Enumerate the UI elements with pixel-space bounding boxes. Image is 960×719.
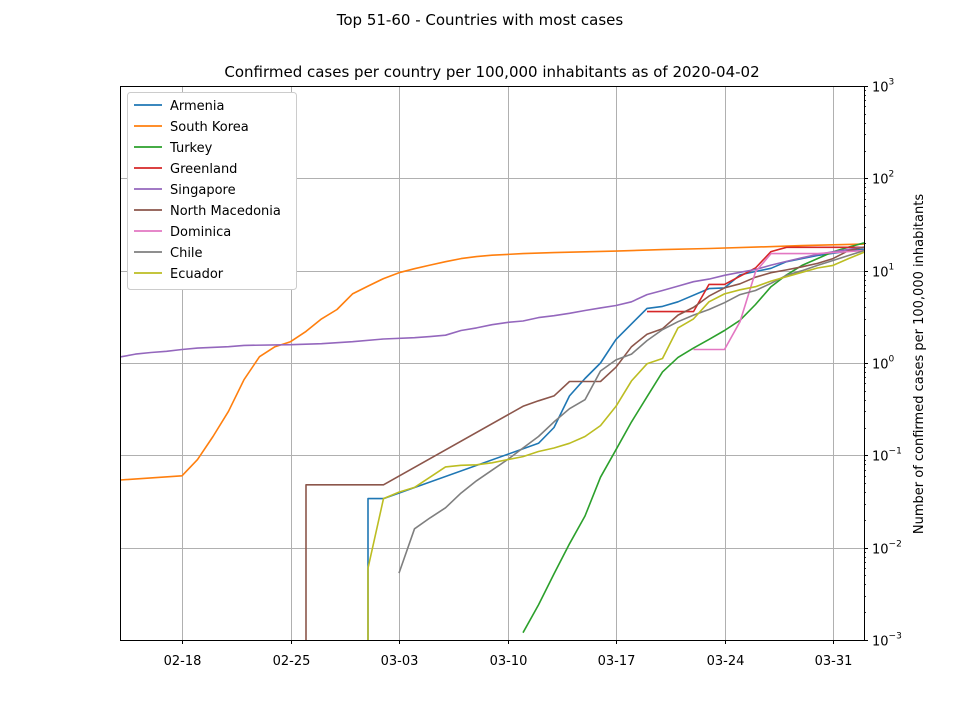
y-tick-label: 10−3 <box>872 632 902 650</box>
x-tick-label: 02-25 <box>273 654 311 669</box>
series-line-north-macedonia <box>305 246 864 640</box>
legend-label: Chile <box>170 246 203 261</box>
chart-title: Confirmed cases per country per 100,000 … <box>224 63 760 81</box>
x-tick-label: 02-18 <box>164 654 202 669</box>
x-axis: 02-18 02-25 03-03 03-10 03-17 03-24 03-31 <box>164 640 853 669</box>
y-tick-label: 101 <box>872 263 894 281</box>
y-tick-label: 103 <box>872 78 894 96</box>
x-tick-label: 03-24 <box>707 654 745 669</box>
y-tick-label: 100 <box>872 355 895 373</box>
x-tick-label: 03-10 <box>490 654 528 669</box>
series-line-singapore <box>120 246 864 358</box>
legend-box <box>127 92 297 290</box>
plot-area <box>120 242 864 640</box>
legend-label: Singapore <box>170 183 236 198</box>
series-line-chile <box>398 249 864 574</box>
y-axis-label: Number of confirmed cases per 100,000 in… <box>912 194 927 534</box>
legend-label: Ecuador <box>170 267 224 282</box>
x-tick-label: 03-03 <box>381 654 419 669</box>
legend-label: Turkey <box>169 141 213 156</box>
legend-label: North Macedonia <box>170 204 281 219</box>
legend-label: Armenia <box>170 99 225 114</box>
series-line-dominica <box>693 249 864 351</box>
legend-label: South Korea <box>170 120 249 135</box>
series-line-south-korea <box>120 243 864 481</box>
series-line-greenland <box>647 246 864 313</box>
legend: Armenia South Korea Turkey Greenland Singapo… <box>127 92 297 290</box>
y-tick-label: 10−2 <box>872 540 902 558</box>
legend-label: Greenland <box>170 162 237 177</box>
y-axis: 10−3 10−2 10−1 100 101 102 103 <box>864 78 902 650</box>
legend-label: Dominica <box>170 225 231 240</box>
y-tick-label: 10−1 <box>872 447 902 465</box>
series-line-ecuador <box>367 251 864 640</box>
x-tick-label: 03-31 <box>815 654 853 669</box>
x-tick-label: 03-17 <box>598 654 636 669</box>
figure-suptitle: Top 51-60 - Countries with most cases <box>336 11 624 29</box>
series-line-turkey <box>522 242 864 634</box>
y-tick-label: 102 <box>872 170 894 188</box>
